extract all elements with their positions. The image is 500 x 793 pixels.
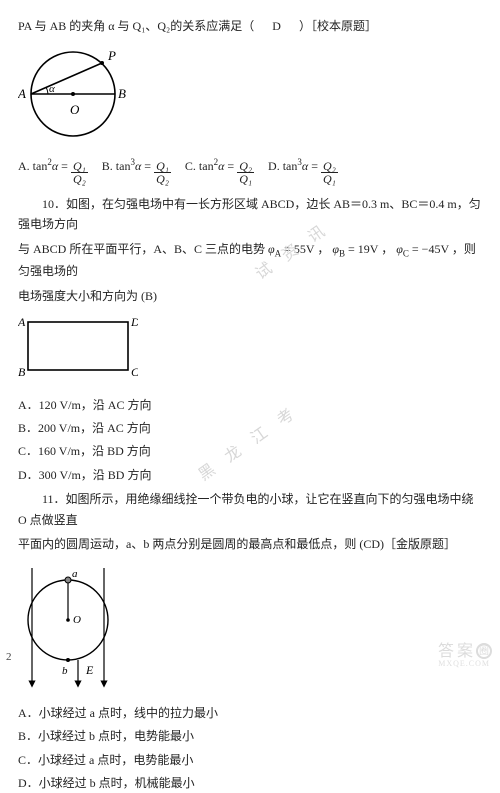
svg-text:E: E [85, 663, 94, 677]
q10-opt-b: B．200 V/m，沿 AC 方向 [18, 418, 482, 438]
q9-pre: PA 与 AB 的夹角 α 与 Q₁、Q₂的关系应满足（ [18, 19, 254, 33]
q10-stem-l2: 与 ABCD 所在平面平行，A、B、C 三点的电势 φA = 55V ， φB … [18, 239, 482, 282]
q11-opt-b: B．小球经过 b 点时，电势能最小 [18, 726, 482, 746]
q9-opt-b: B. tan3α = Q₁Q₂ [102, 155, 171, 186]
q11-opt-c: C．小球经过 a 点时，电势能最小 [18, 750, 482, 770]
q9-opt-a: A. tan2α = Q₁Q₂ [18, 155, 88, 186]
q11-figure: a O b E [18, 560, 482, 696]
q9-opt-c: C. tan2α = Q₂Q₁ [185, 155, 254, 186]
svg-text:O: O [73, 614, 81, 626]
q10-opt-a: A．120 V/m，沿 AC 方向 [18, 395, 482, 415]
q10-opt-d: D．300 V/m，沿 BD 方向 [18, 465, 482, 485]
q10-figure: A D B C [18, 312, 482, 388]
svg-text:b: b [62, 665, 68, 677]
svg-text:A: A [18, 86, 26, 101]
svg-text:A: A [18, 315, 26, 329]
q9-answer: D [272, 19, 281, 33]
svg-text:O: O [70, 102, 80, 117]
q10-stem-l3: 电场强度大小和方向为 (B) [18, 286, 482, 306]
svg-text:C: C [131, 365, 138, 379]
q11-stem-l2: 平面内的圆周运动，a、b 两点分别是圆周的最高点和最低点，则 (CD)［金版原题… [18, 534, 482, 554]
q10-opt-c: C．160 V/m，沿 BD 方向 [18, 441, 482, 461]
q9-options: A. tan2α = Q₁Q₂ B. tan3α = Q₁Q₂ C. tan2α… [18, 155, 482, 186]
svg-text:D: D [130, 315, 138, 329]
svg-text:a: a [72, 568, 78, 580]
svg-text:α: α [49, 83, 55, 95]
q11-stem-l1: 11．如图所示，用绝缘细线拴一个带负电的小球，让它在竖直向下的匀强电场中绕 O … [18, 489, 482, 530]
bottom-right-watermark-sub: MXQE.COM [438, 657, 490, 671]
q11-opt-a: A．小球经过 a 点时，线中的拉力最小 [18, 703, 482, 723]
q9-post: ）［校本原题］ [299, 19, 377, 33]
q11-opt-d: D．小球经过 b 点时，机械能最小 [18, 773, 482, 793]
svg-text:P: P [107, 48, 116, 63]
svg-text:B: B [18, 365, 26, 379]
q9-stem-tail: PA 与 AB 的夹角 α 与 Q₁、Q₂的关系应满足（ D ）［校本原题］ [18, 16, 482, 36]
q10-stem-l1: 10．如图，在匀强电场中有一长方形区域 ABCD，边长 AB＝0.3 m、BC＝… [18, 194, 482, 235]
q9-figure: α A B P O [18, 42, 482, 148]
q9-opt-d: D. tan3α = Q₂Q₁ [268, 155, 338, 186]
page-number: 2 [6, 648, 12, 667]
svg-text:B: B [118, 86, 126, 101]
